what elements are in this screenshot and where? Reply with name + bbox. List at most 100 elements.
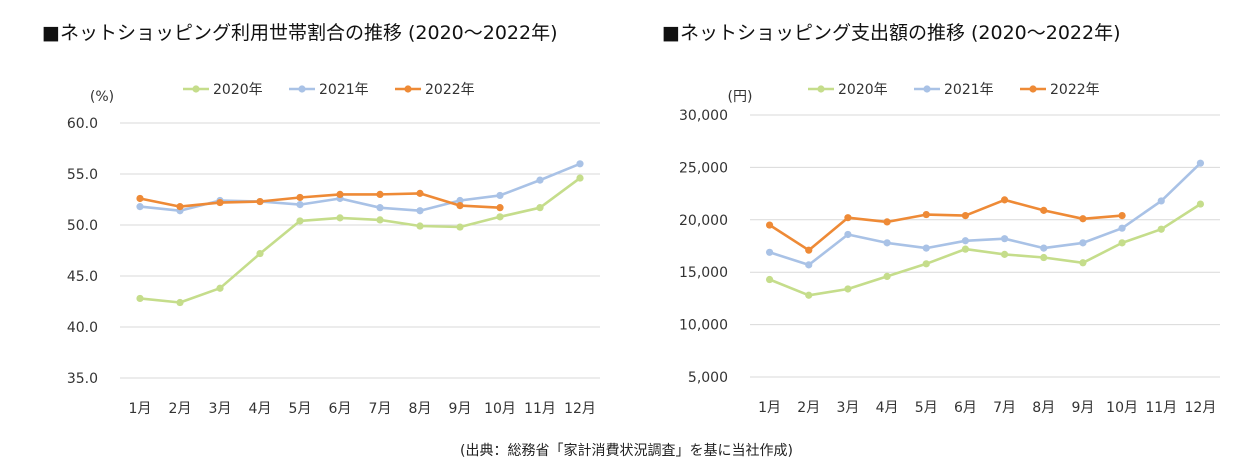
- y-tick-label: 45.0: [67, 269, 98, 285]
- data-point: [136, 203, 144, 211]
- x-tick-label: 12月: [564, 401, 596, 417]
- series-line: [768, 198, 1123, 252]
- data-point: [1157, 225, 1165, 233]
- y-unit-label: (円): [728, 89, 753, 105]
- legend-label: 2021年: [944, 82, 994, 98]
- legend-swatch-marker: [817, 85, 825, 93]
- data-point: [496, 191, 504, 200]
- data-point: [961, 245, 970, 253]
- x-tick-label: 2月: [169, 401, 192, 417]
- series-2021年: [136, 160, 584, 215]
- data-point: [1000, 250, 1009, 258]
- series-line: [139, 177, 581, 304]
- series-2021年: [765, 159, 1205, 269]
- series-2022年: [136, 189, 504, 212]
- y-unit-label: (%): [90, 89, 114, 105]
- x-tick-label: 9月: [449, 401, 472, 417]
- x-tick-label: 3月: [836, 400, 859, 416]
- line-chart-svg: 35.0 40.0 45.0 50.0 55.0 60.0 (%) 1月 2月 3月 4月 5月 6月 7…: [67, 82, 600, 417]
- x-tick-label: 4月: [876, 400, 899, 416]
- data-point: [961, 237, 970, 245]
- data-point: [536, 204, 544, 212]
- legend-swatch-marker: [923, 85, 931, 93]
- data-point: [844, 285, 852, 293]
- data-point: [765, 221, 774, 229]
- data-point: [1196, 159, 1205, 167]
- data-point: [883, 239, 891, 247]
- data-point: [922, 260, 930, 268]
- legend-label: 2020年: [213, 82, 263, 98]
- y-tick-label: 10,000: [679, 318, 728, 334]
- data-point: [416, 189, 424, 197]
- data-point: [1118, 239, 1126, 247]
- data-point: [456, 223, 464, 231]
- data-point: [1118, 212, 1126, 220]
- series-2020年: [765, 200, 1205, 299]
- data-point: [296, 201, 304, 209]
- data-point: [336, 190, 344, 198]
- legend-swatch-marker: [192, 85, 200, 93]
- y-tick-label: 30,000: [679, 108, 728, 124]
- data-point: [883, 272, 891, 280]
- chart-household-ratio: ■ネットショッピング利用世帯割合の推移 (2020～2022年) 35.0 40.…: [0, 0, 620, 476]
- legend-item: 2022年: [1020, 82, 1100, 98]
- y-tick-label: 60.0: [67, 116, 98, 132]
- data-point: [1040, 244, 1048, 252]
- x-tick-label: 3月: [209, 401, 232, 417]
- data-point: [496, 204, 504, 212]
- series-2022年: [765, 196, 1126, 254]
- data-point: [1157, 197, 1165, 205]
- data-point: [536, 176, 544, 184]
- data-point: [416, 222, 424, 230]
- data-point: [576, 174, 584, 182]
- data-point: [376, 216, 384, 224]
- x-tick-label: 5月: [289, 401, 312, 417]
- series-line: [769, 162, 1202, 267]
- chart-title: ■ネットショッピング利用世帯割合の推移 (2020～2022年): [42, 22, 558, 44]
- data-point: [805, 246, 813, 254]
- chart-spending: ■ネットショッピング支出額の推移 (2020～2022年) 5,000 10,00…: [626, 0, 1253, 476]
- chart-title: ■ネットショッピング支出額の推移 (2020～2022年): [662, 22, 1121, 44]
- line-chart-svg: 5,000 10,000 15,000 20,000 25,000 30,000(円) 1月…: [679, 82, 1220, 416]
- legend-item: 2021年: [289, 82, 369, 98]
- series-2020年: [136, 174, 584, 307]
- source-note: (出典：総務省「家計消費状況調査」を基に当社作成): [460, 443, 793, 459]
- data-point: [1196, 200, 1205, 208]
- data-point: [136, 194, 144, 203]
- data-point: [1079, 239, 1087, 247]
- x-tick-label: 7月: [369, 401, 392, 417]
- legend-label: 2021年: [319, 82, 369, 98]
- data-point: [256, 197, 264, 206]
- x-tick-label: 10月: [484, 401, 516, 417]
- data-point: [376, 204, 384, 212]
- legend-swatch-marker: [404, 85, 412, 93]
- x-tick-label: 1月: [758, 400, 781, 416]
- data-point: [376, 190, 384, 198]
- data-point: [1079, 259, 1087, 267]
- data-point: [216, 284, 224, 292]
- data-point: [416, 207, 424, 215]
- x-tick-label: 8月: [409, 401, 432, 417]
- data-point: [296, 217, 304, 225]
- data-point: [961, 212, 970, 220]
- data-point: [765, 275, 774, 284]
- y-tick-label: 40.0: [67, 320, 98, 336]
- legend-item: 2020年: [808, 82, 888, 98]
- x-tick-label: 2月: [797, 400, 820, 416]
- x-tick-label: 11月: [1145, 400, 1177, 416]
- data-point: [844, 214, 852, 222]
- x-tick-label: 12月: [1185, 400, 1217, 416]
- data-point: [1000, 235, 1009, 243]
- data-point: [844, 230, 852, 239]
- data-point: [922, 244, 930, 252]
- data-point: [576, 160, 584, 168]
- x-tick-label: 6月: [954, 400, 977, 416]
- y-tick-label: 20,000: [679, 213, 728, 229]
- legend-item: 2022年: [395, 82, 475, 98]
- legend-label: 2020年: [838, 82, 888, 98]
- x-tick-label: 6月: [329, 401, 352, 417]
- x-tick-label: 8月: [1032, 400, 1055, 416]
- y-tick-label: 25,000: [679, 160, 728, 176]
- data-point: [176, 203, 184, 211]
- data-point: [1118, 224, 1126, 232]
